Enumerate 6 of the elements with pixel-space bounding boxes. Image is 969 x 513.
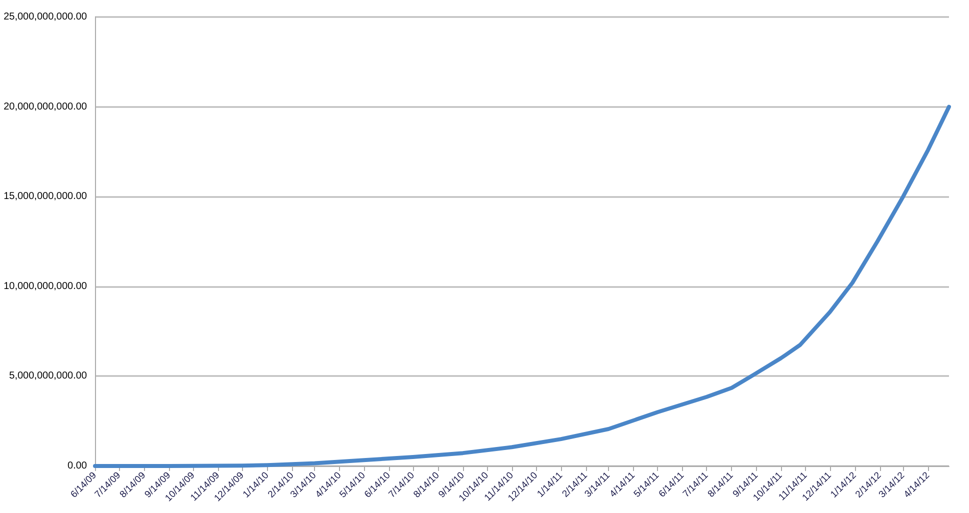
y-tick-label: 10,000,000,000.00 — [4, 280, 88, 292]
y-tick-label: 20,000,000,000.00 — [4, 101, 88, 112]
y-tick-label: 5,000,000,000.00 — [9, 370, 88, 382]
y-tick-label: 15,000,000,000.00 — [4, 191, 88, 202]
y-tick-label: 0.00 — [68, 460, 88, 472]
y-tick-label: 25,000,000,000.00 — [4, 12, 88, 22]
